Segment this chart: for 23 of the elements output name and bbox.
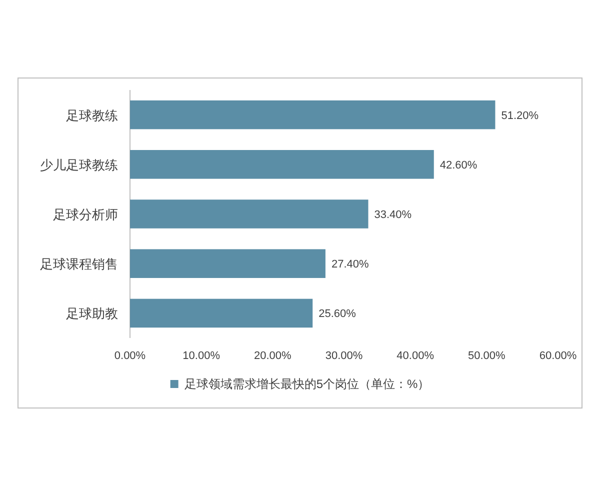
data-label: 33.40% — [374, 209, 412, 221]
y-tick-label: 足球助教 — [66, 306, 118, 322]
y-tick-label: 足球教练 — [66, 108, 118, 123]
x-tick-label: 60.00% — [539, 350, 577, 362]
x-tick-label: 40.00% — [396, 350, 434, 362]
y-tick-label: 少儿足球教练 — [40, 157, 118, 172]
data-label: 51.20% — [501, 110, 539, 122]
y-tick-label: 足球课程销售 — [40, 256, 118, 272]
data-label: 25.60% — [318, 308, 356, 320]
bar — [130, 298, 313, 328]
legend: 足球领域需求增长最快的5个岗位（单位：%） — [170, 377, 430, 391]
x-tick-label: 0.00% — [114, 350, 146, 362]
bar — [130, 100, 496, 130]
y-tick-label: 足球分析师 — [53, 207, 118, 222]
bar — [130, 249, 326, 278]
x-tick-label: 10.00% — [182, 350, 220, 362]
bar — [130, 150, 434, 179]
data-label: 27.40% — [331, 258, 369, 271]
x-tick-label: 50.00% — [468, 350, 506, 362]
data-label: 42.60% — [440, 159, 478, 172]
bar — [130, 200, 368, 228]
x-tick-label: 30.00% — [325, 350, 363, 362]
x-tick-label: 20.00% — [254, 350, 292, 362]
